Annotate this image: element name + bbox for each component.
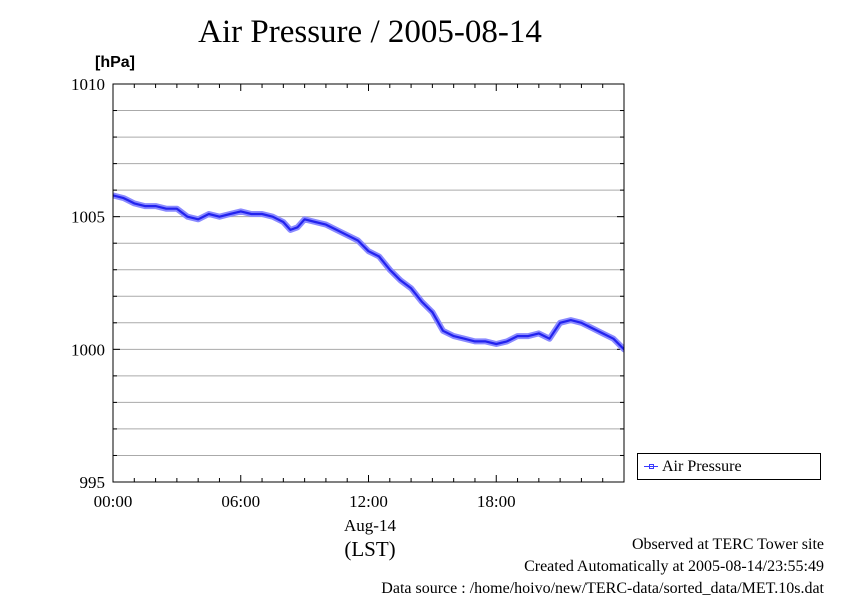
y-tick-label: 1000	[71, 340, 105, 359]
plot-frame	[112, 83, 625, 483]
x-tick-label: 00:00	[94, 492, 133, 511]
series-line-air-pressure	[113, 194, 624, 351]
y-axis-ticks	[113, 83, 624, 483]
x-axis-date-label: Aug-14	[344, 516, 396, 535]
y-tick-label: 995	[80, 473, 106, 492]
x-axis-ticks	[112, 84, 625, 482]
x-tick-label: 06:00	[221, 492, 260, 511]
footer-created-time: Created Automatically at 2005-08-14/23:5…	[524, 558, 824, 575]
legend: Air Pressure	[637, 453, 821, 480]
x-axis-label: (LST)	[344, 537, 395, 561]
y-tick-label: 1010	[71, 75, 105, 94]
series-layer	[113, 192, 624, 353]
chart-title: Air Pressure / 2005-08-14	[198, 14, 542, 50]
x-axis-tick-labels: 00:00 06:00 12:00 18:00	[94, 492, 516, 511]
footer-observed-site: Observed at TERC Tower site	[631, 536, 824, 553]
y-axis-unit: [hPa]	[95, 54, 135, 71]
legend-label-air-pressure: Air Pressure	[662, 458, 742, 475]
y-axis-tick-labels: 995 1000 1005 1010	[71, 75, 105, 492]
legend-swatch	[644, 464, 658, 469]
footer-data-source: Data source : /home/hoivo/new/TERC-data/…	[381, 580, 824, 597]
x-tick-label: 18:00	[477, 492, 516, 511]
x-tick-label: 12:00	[349, 492, 388, 511]
series-line-halo-0	[113, 192, 624, 353]
y-tick-label: 1005	[71, 208, 105, 227]
grid-lines	[113, 110, 624, 456]
